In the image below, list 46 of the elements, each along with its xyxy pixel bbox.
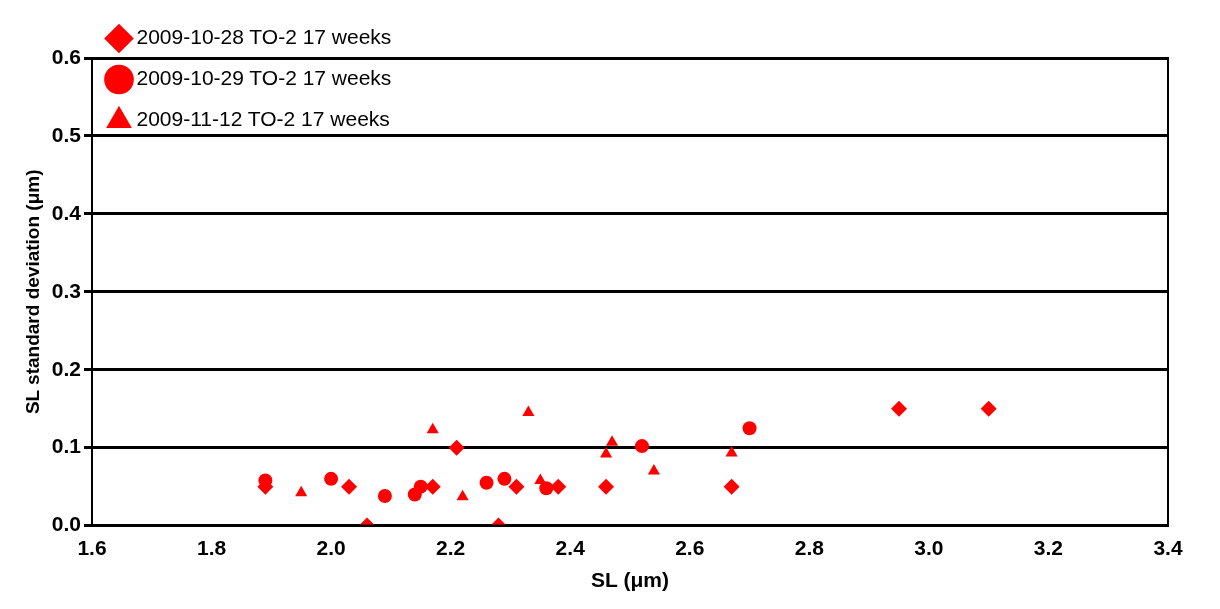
point xyxy=(634,439,649,454)
point xyxy=(413,479,428,494)
legend-label: 2009-10-28 TO-2 17 weeks xyxy=(136,25,392,49)
point xyxy=(479,475,494,490)
x-tick-label: 2.6 xyxy=(675,536,705,559)
y-tick-label: 0.4 xyxy=(51,200,82,224)
point xyxy=(508,478,525,495)
x-tick-label: 1.6 xyxy=(77,536,107,559)
point xyxy=(600,446,613,458)
point xyxy=(426,422,439,434)
point xyxy=(448,439,465,456)
x-axis-title: SL (μm) xyxy=(591,568,669,592)
x-tick-label: 3.4 xyxy=(1153,536,1183,559)
y-tick-label: 0.3 xyxy=(51,278,81,302)
x-tick-label: 2.0 xyxy=(316,536,346,559)
point xyxy=(980,400,997,417)
x-tick-label: 3.0 xyxy=(914,536,944,559)
point xyxy=(377,488,392,503)
y-tick-label: 0.0 xyxy=(51,512,81,536)
point xyxy=(647,464,660,475)
point xyxy=(324,471,339,486)
legend-label: 2009-11-12 TO-2 17 weeks xyxy=(136,107,390,131)
y-axis-title: SL standard deviation (μm) xyxy=(21,169,43,415)
x-tick-label: 3.2 xyxy=(1033,536,1064,559)
point xyxy=(723,478,740,495)
point xyxy=(497,471,512,486)
y-tick-label: 0.2 xyxy=(51,356,81,380)
point xyxy=(295,485,308,497)
point xyxy=(456,489,469,501)
point xyxy=(522,405,535,417)
point xyxy=(742,421,757,436)
x-tick-label: 2.4 xyxy=(555,536,586,559)
x-tick-label: 2.2 xyxy=(436,536,466,559)
point xyxy=(550,478,567,495)
y-tick-label: 0.5 xyxy=(51,122,82,146)
x-tick-label: 1.8 xyxy=(196,536,227,559)
point xyxy=(725,446,738,457)
point xyxy=(539,481,554,496)
x-tick-label: 2.8 xyxy=(794,536,825,559)
y-tick-label: 0.1 xyxy=(51,434,82,458)
point xyxy=(891,400,907,417)
point xyxy=(606,435,619,446)
point xyxy=(598,478,615,495)
legend-label: 2009-10-29 TO-2 17 weeks xyxy=(136,66,392,90)
y-tick-label: 0.6 xyxy=(51,44,81,68)
point xyxy=(341,478,358,495)
